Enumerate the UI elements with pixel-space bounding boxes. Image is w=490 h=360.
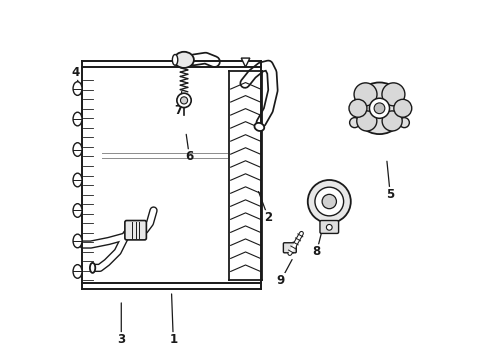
Circle shape [349,118,360,128]
Circle shape [382,83,405,106]
Text: 4: 4 [72,66,80,79]
Text: 9: 9 [277,274,285,287]
FancyBboxPatch shape [283,243,296,253]
Ellipse shape [172,54,178,65]
Ellipse shape [73,112,82,126]
Text: 7: 7 [174,104,183,117]
Text: 1: 1 [169,333,177,346]
Ellipse shape [73,234,82,248]
Ellipse shape [73,143,82,156]
Circle shape [177,93,191,108]
Circle shape [382,111,402,131]
Ellipse shape [174,52,194,68]
Circle shape [308,180,351,223]
Ellipse shape [73,204,82,217]
Circle shape [326,225,332,230]
Text: 6: 6 [185,150,194,163]
Polygon shape [241,58,250,67]
Circle shape [399,118,409,128]
Circle shape [369,98,390,118]
Text: 2: 2 [264,211,272,224]
Circle shape [322,194,337,209]
Circle shape [180,97,188,104]
Text: 3: 3 [117,333,125,346]
Circle shape [394,99,412,117]
FancyBboxPatch shape [125,221,147,240]
Ellipse shape [254,123,264,131]
Ellipse shape [73,82,82,95]
Circle shape [349,99,367,117]
Ellipse shape [90,263,95,273]
Ellipse shape [73,265,82,278]
Text: 5: 5 [386,188,394,201]
Circle shape [357,111,377,131]
Text: 8: 8 [313,245,321,258]
Circle shape [354,83,377,106]
Circle shape [354,82,405,134]
Ellipse shape [73,173,82,187]
Circle shape [374,103,385,114]
Circle shape [315,187,343,216]
FancyBboxPatch shape [320,221,339,233]
